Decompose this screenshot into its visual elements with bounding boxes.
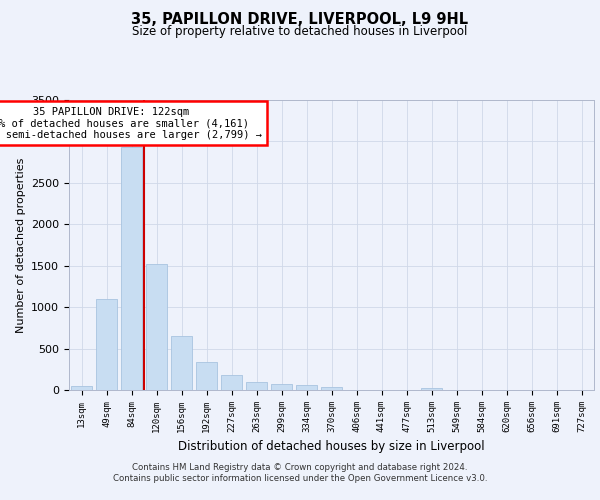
Bar: [271, 384, 292, 390]
Text: 35, PAPILLON DRIVE, LIVERPOOL, L9 9HL: 35, PAPILLON DRIVE, LIVERPOOL, L9 9HL: [131, 12, 469, 28]
Bar: [71, 386, 92, 390]
Bar: [171, 336, 192, 390]
Text: Contains public sector information licensed under the Open Government Licence v3: Contains public sector information licen…: [113, 474, 487, 483]
Bar: [246, 382, 267, 390]
Bar: [321, 387, 342, 390]
Text: Size of property relative to detached houses in Liverpool: Size of property relative to detached ho…: [133, 25, 467, 38]
Bar: [96, 299, 117, 390]
X-axis label: Distribution of detached houses by size in Liverpool: Distribution of detached houses by size …: [178, 440, 485, 454]
Bar: [296, 386, 317, 390]
Bar: [221, 374, 242, 390]
Text: 35 PAPILLON DRIVE: 122sqm
← 60% of detached houses are smaller (4,161)
40% of se: 35 PAPILLON DRIVE: 122sqm ← 60% of detac…: [0, 106, 262, 140]
Bar: [421, 388, 442, 390]
Bar: [146, 264, 167, 390]
Bar: [196, 362, 217, 390]
Bar: [121, 147, 142, 390]
Y-axis label: Number of detached properties: Number of detached properties: [16, 158, 26, 332]
Text: Contains HM Land Registry data © Crown copyright and database right 2024.: Contains HM Land Registry data © Crown c…: [132, 462, 468, 471]
